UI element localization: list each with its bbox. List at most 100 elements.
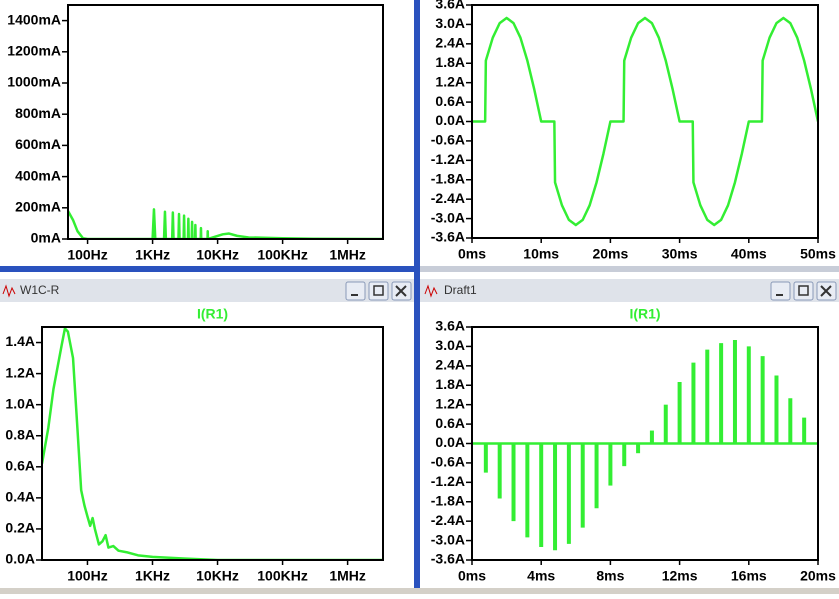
y-tick-label: 1.2A xyxy=(435,395,465,411)
y-tick-label: 200mA xyxy=(15,199,61,215)
y-tick-label: 1.2A xyxy=(5,364,35,380)
x-tick-label: 12ms xyxy=(662,568,698,584)
x-tick-label: 1KHz xyxy=(135,247,170,263)
close-icon xyxy=(395,285,407,297)
window-icon xyxy=(424,284,438,298)
x-tick-label: 10KHz xyxy=(196,568,239,584)
bottom-edge xyxy=(0,588,839,594)
y-tick-label: 1.0A xyxy=(5,395,35,411)
y-tick-label: 1400mA xyxy=(7,11,61,27)
y-tick-label: -1.2A xyxy=(431,151,465,167)
y-tick-label: 3.0A xyxy=(435,15,465,31)
x-tick-label: 16ms xyxy=(731,568,767,584)
x-tick-label: 10KHz xyxy=(196,247,239,263)
x-tick-label: 100Hz xyxy=(67,247,107,263)
y-tick-label: 0.2A xyxy=(5,520,35,536)
x-tick-label: 0ms xyxy=(458,246,486,262)
y-tick-label: -0.6A xyxy=(431,454,465,470)
y-tick-label: 800mA xyxy=(15,105,61,121)
x-tick-label: 50ms xyxy=(800,246,836,262)
y-tick-label: 1.4A xyxy=(5,333,35,349)
y-tick-label: 2.4A xyxy=(435,35,465,51)
chart: I(R1) -3.6A -3.0A -2.4A -1.8A -1.2A -0.6A 0.0A 0… xyxy=(431,306,836,584)
chart: 0mA 200mA 400mA 600mA 800mA 1000mA 1200mA 1400m… xyxy=(7,4,384,263)
y-tick-label: 0.6A xyxy=(435,93,465,109)
plot-frame xyxy=(41,326,384,561)
title-bar-bg xyxy=(420,279,839,302)
y-tick-label: -1.2A xyxy=(431,473,465,489)
y-tick-label: 3.0A xyxy=(435,337,465,353)
chart: -3.6A -3.0A -2.4A -1.8A -1.2A -0.6A 0.0A 0.6A 1.… xyxy=(431,0,836,262)
x-tick-label: 40ms xyxy=(731,246,767,262)
plot-area xyxy=(472,16,818,227)
y-tick-label: 1.8A xyxy=(435,376,465,392)
chart-title: I(R1) xyxy=(197,306,228,322)
x-tick-label: 100Hz xyxy=(67,568,107,584)
y-tick-label: -2.4A xyxy=(431,512,465,528)
x-tick-label: 30ms xyxy=(662,246,698,262)
trace xyxy=(472,16,818,227)
trace xyxy=(68,208,383,239)
maximize-icon xyxy=(798,285,809,296)
y-tick-label: -3.0A xyxy=(431,209,465,225)
maximize-icon xyxy=(373,285,384,296)
y-tick-label: -3.6A xyxy=(431,229,465,245)
window-title: Draft1 xyxy=(444,283,477,297)
x-tick-label: 0ms xyxy=(458,568,486,584)
plot-frame xyxy=(471,326,819,561)
window-border xyxy=(420,266,839,272)
window-title: W1C-R xyxy=(20,283,60,297)
title-bar-bg xyxy=(0,279,414,302)
y-tick-label: 0.6A xyxy=(5,458,35,474)
y-tick-label: 3.6A xyxy=(435,318,465,334)
chart-title: I(R1) xyxy=(629,306,660,322)
y-tick-label: 0.0A xyxy=(435,112,465,128)
y-tick-label: 0.0A xyxy=(435,434,465,450)
y-tick-label: 1.8A xyxy=(435,54,465,70)
plot-area xyxy=(42,327,383,560)
plot-frame xyxy=(471,4,819,239)
x-tick-label: 20ms xyxy=(592,246,628,262)
y-tick-label: -3.6A xyxy=(431,551,465,567)
y-tick-label: 0mA xyxy=(31,230,61,246)
chart: I(R1) 0.0A 0.2A 0.4A 0.6A 0.8A 1.0A 1.2A 1.4A 100… xyxy=(5,306,384,584)
maximize-button[interactable] xyxy=(368,281,389,301)
minimize-icon xyxy=(776,294,783,296)
y-tick-label: 1200mA xyxy=(7,43,61,59)
x-tick-label: 1KHz xyxy=(135,568,170,584)
window-border xyxy=(0,266,414,272)
x-tick-label: 100KHz xyxy=(257,247,308,263)
y-tick-label: 0.6A xyxy=(435,415,465,431)
y-tick-label: 3.6A xyxy=(435,0,465,12)
title-bar: W1C-R xyxy=(0,279,414,302)
minimize-icon xyxy=(351,294,358,296)
window-divider xyxy=(414,0,420,594)
window-icon xyxy=(2,284,16,298)
y-tick-label: 0.4A xyxy=(5,489,35,505)
maximize-button[interactable] xyxy=(793,281,814,301)
y-tick-label: 2.4A xyxy=(435,357,465,373)
y-tick-label: 400mA xyxy=(15,167,61,183)
y-tick-label: 1.2A xyxy=(435,73,465,89)
y-tick-label: 600mA xyxy=(15,136,61,152)
minimize-button[interactable] xyxy=(770,281,791,301)
y-tick-label: -3.0A xyxy=(431,531,465,547)
x-tick-label: 10ms xyxy=(523,246,559,262)
x-tick-label: 4ms xyxy=(527,568,555,584)
y-tick-label: 1000mA xyxy=(7,74,61,90)
x-tick-label: 20ms xyxy=(800,568,836,584)
y-tick-label: 0.8A xyxy=(5,426,35,442)
y-tick-label: -1.8A xyxy=(431,170,465,186)
y-tick-label: -2.4A xyxy=(431,190,465,206)
x-tick-label: 100KHz xyxy=(257,568,308,584)
trace xyxy=(42,327,383,560)
y-tick-label: -1.8A xyxy=(431,492,465,508)
plot-area xyxy=(472,339,818,551)
close-icon xyxy=(820,285,832,297)
minimize-button[interactable] xyxy=(345,281,366,301)
title-bar: Draft1 xyxy=(420,279,839,302)
y-tick-label: 0.0A xyxy=(5,551,35,567)
plot-frame xyxy=(67,4,384,240)
